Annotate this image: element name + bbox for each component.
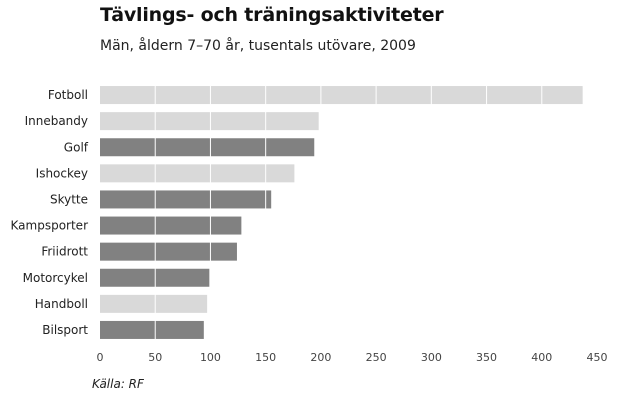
category-label-innebandy: Innebandy [25,114,88,128]
bar-handboll [100,294,208,313]
category-label-ishockey: Ishockey [36,166,88,180]
category-label-fotboll: Fotboll [48,88,88,102]
x-tick-labels-group: 0 50 100 150 200 250 300 350 400 450 [97,351,608,364]
bar-innebandy [100,112,319,131]
chart-title: Tävlings- och träningsaktiviteter [100,4,444,26]
category-label-motorcykel: Motorcykel [23,271,88,285]
x-tick-label-450: 450 [587,351,608,364]
x-tick-label-150: 150 [255,351,276,364]
gridlines-group [154,82,598,343]
category-label-skytte: Skytte [50,192,88,206]
x-tick-label-250: 250 [366,351,387,364]
category-label-bilsport: Bilsport [42,323,88,337]
x-tick-label-400: 400 [531,351,552,364]
x-tick-label-200: 200 [310,351,331,364]
x-tick-label-300: 300 [421,351,442,364]
bar-friidrott [100,242,237,261]
bar-skytte [100,190,272,209]
x-tick-label-350: 350 [476,351,497,364]
category-label-kampsporter: Kampsporter [11,219,89,233]
source-note: Källa: RF [92,377,144,391]
chart-subtitle: Män, åldern 7–70 år, tusentals utövare, … [100,38,416,54]
bar-golf [100,138,315,157]
bar-ishockey [100,164,295,183]
bars-group [100,86,583,339]
x-tick-label-100: 100 [200,351,221,364]
category-label-friidrott: Friidrott [41,245,88,259]
x-tick-label-0: 0 [97,351,104,364]
bar-fotboll [100,86,583,105]
category-label-handboll: Handboll [35,297,88,311]
bar-bilsport [100,320,204,339]
x-tick-label-50: 50 [148,351,162,364]
bar-kampsporter [100,216,242,235]
category-labels-group: Fotboll Innebandy Golf Ishockey Skytte Kampsp… [11,88,89,337]
bar-motorcykel [100,268,210,287]
category-label-golf: Golf [64,140,89,154]
